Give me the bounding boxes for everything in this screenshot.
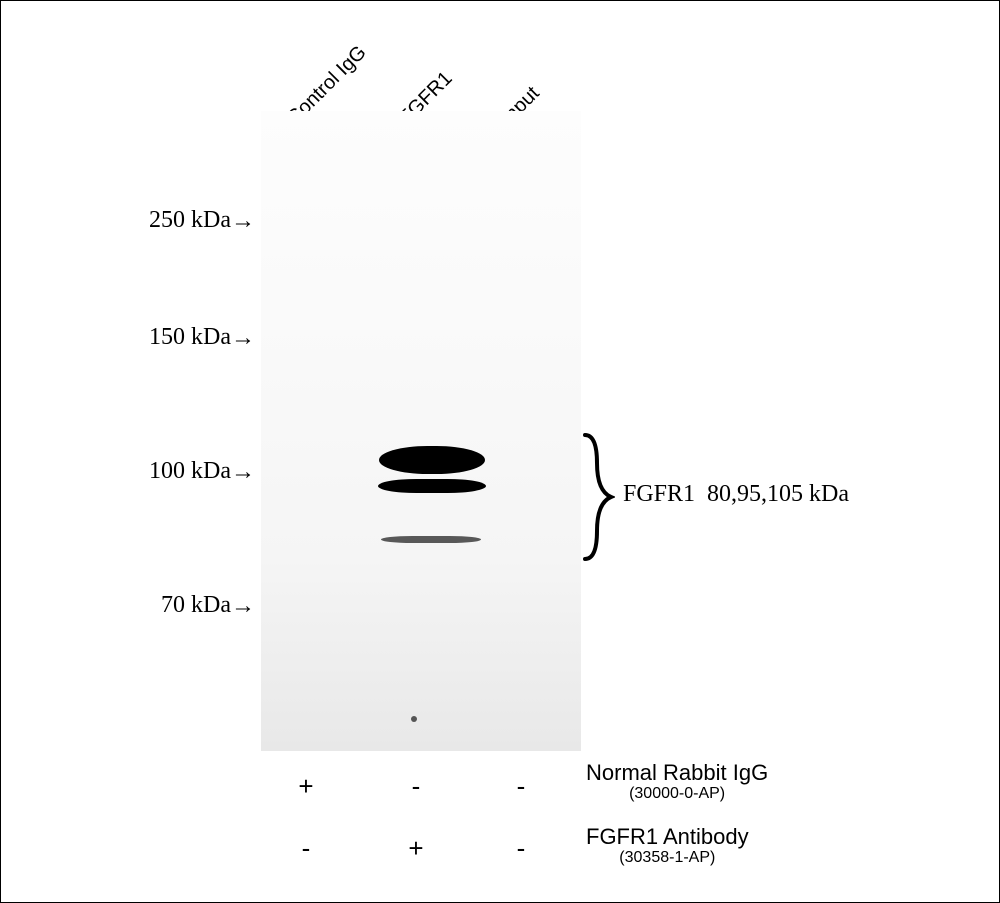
treat-r1-text: Normal Rabbit IgG [586,760,768,785]
arrow-icon: → [231,593,255,620]
mw-70-text: 70 kDa [161,592,231,618]
treat-r2-label: FGFR1 Antibody (30358-1-AP) [586,825,749,867]
figure-container: WWW.PTGLAB.COM Control IgG FGFR1 Input 2… [0,0,1000,903]
target-annotation: FGFR1 80,95,105 kDa [623,481,849,508]
arrow-icon: → [231,208,255,235]
artifact-speck [411,716,417,722]
target-name: FGFR1 [623,481,695,507]
treat-r2-text: FGFR1 Antibody [586,824,749,849]
arrow-icon: → [231,459,255,486]
mw-100: 100 kDa→ [105,458,255,486]
treat-r1-sub: (30000-0-AP) [586,785,768,803]
treat-r2-sub: (30358-1-AP) [586,849,749,867]
treat-r2-l1: - [286,833,326,864]
band-105kda [379,446,485,474]
treat-r1-l2: - [396,771,436,802]
treat-r1-label: Normal Rabbit IgG (30000-0-AP) [586,761,768,803]
mw-250: 250 kDa→ [105,207,255,235]
band-80kda [381,536,481,543]
mw-250-text: 250 kDa [149,207,231,233]
mw-70: 70 kDa→ [117,592,255,620]
mw-150-text: 150 kDa [149,324,231,350]
band-95kda [378,479,486,493]
treat-r2-l3: - [501,833,541,864]
treat-r1-l1: + [286,771,326,802]
treat-r1-l3: - [501,771,541,802]
brace-icon [581,433,615,561]
blot-membrane [261,111,581,751]
mw-150: 150 kDa→ [105,324,255,352]
treat-r2-l2: + [396,833,436,864]
target-sizes: 80,95,105 kDa [707,481,849,507]
arrow-icon: → [231,325,255,352]
mw-100-text: 100 kDa [149,458,231,484]
